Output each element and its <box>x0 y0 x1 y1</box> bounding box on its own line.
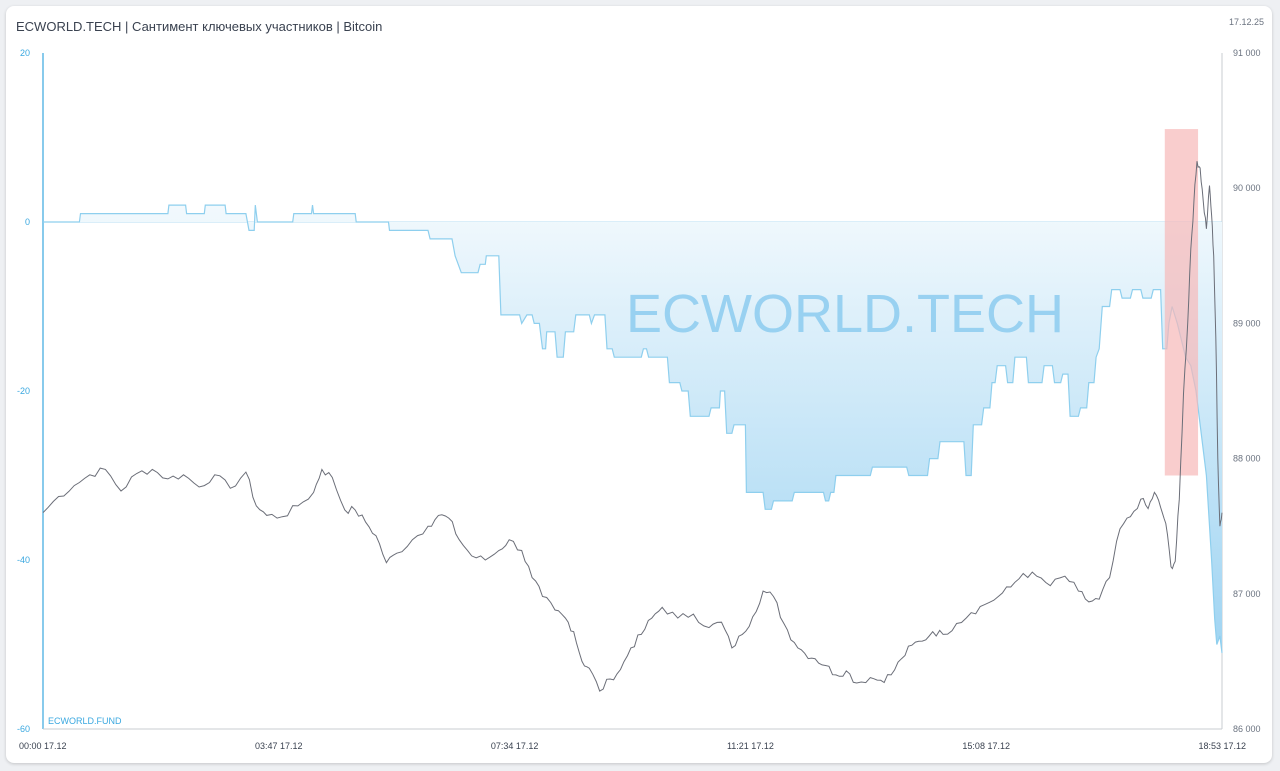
right-axis-tick-label: 89 000 <box>1233 318 1261 328</box>
right-axis-tick-label: 87 000 <box>1233 589 1261 599</box>
chart-title: ECWORLD.TECH | Сантимент ключевых участн… <box>16 19 383 34</box>
left-axis-tick-label: -60 <box>17 724 30 734</box>
highlight-zone <box>1164 129 1199 476</box>
watermark-text: ECWORLD.TECH <box>626 284 1064 344</box>
x-axis-tick-label: 03:47 17.12 <box>255 741 303 751</box>
x-axis-tick-label: 00:00 17.12 <box>19 741 67 751</box>
right-axis-tick-label: 91 000 <box>1233 48 1261 58</box>
footer-label: ECWORLD.FUND <box>48 716 122 726</box>
sentiment-area <box>43 205 1222 653</box>
x-axis-tick-label: 18:53 17.12 <box>1198 741 1246 751</box>
chart-date: 17.12.25 <box>1228 17 1264 27</box>
chart-card <box>6 6 1272 763</box>
x-axis-tick-label: 07:34 17.12 <box>491 741 539 751</box>
price-line <box>42 161 1223 692</box>
left-axis-tick-label: -20 <box>17 386 30 396</box>
left-axis-tick-label: 20 <box>20 48 30 58</box>
left-axis-tick-label: -40 <box>17 555 30 565</box>
right-axis-tick-label: 86 000 <box>1233 724 1261 734</box>
right-axis-tick-label: 88 000 <box>1233 454 1261 464</box>
right-axis-tick-label: 90 000 <box>1233 183 1261 193</box>
sentiment-line <box>43 204 1223 654</box>
left-axis-tick-label: 0 <box>25 217 30 227</box>
x-axis-tick-label: 11:21 17.12 <box>727 741 774 751</box>
x-axis-tick-label: 15:08 17.12 <box>962 741 1010 751</box>
